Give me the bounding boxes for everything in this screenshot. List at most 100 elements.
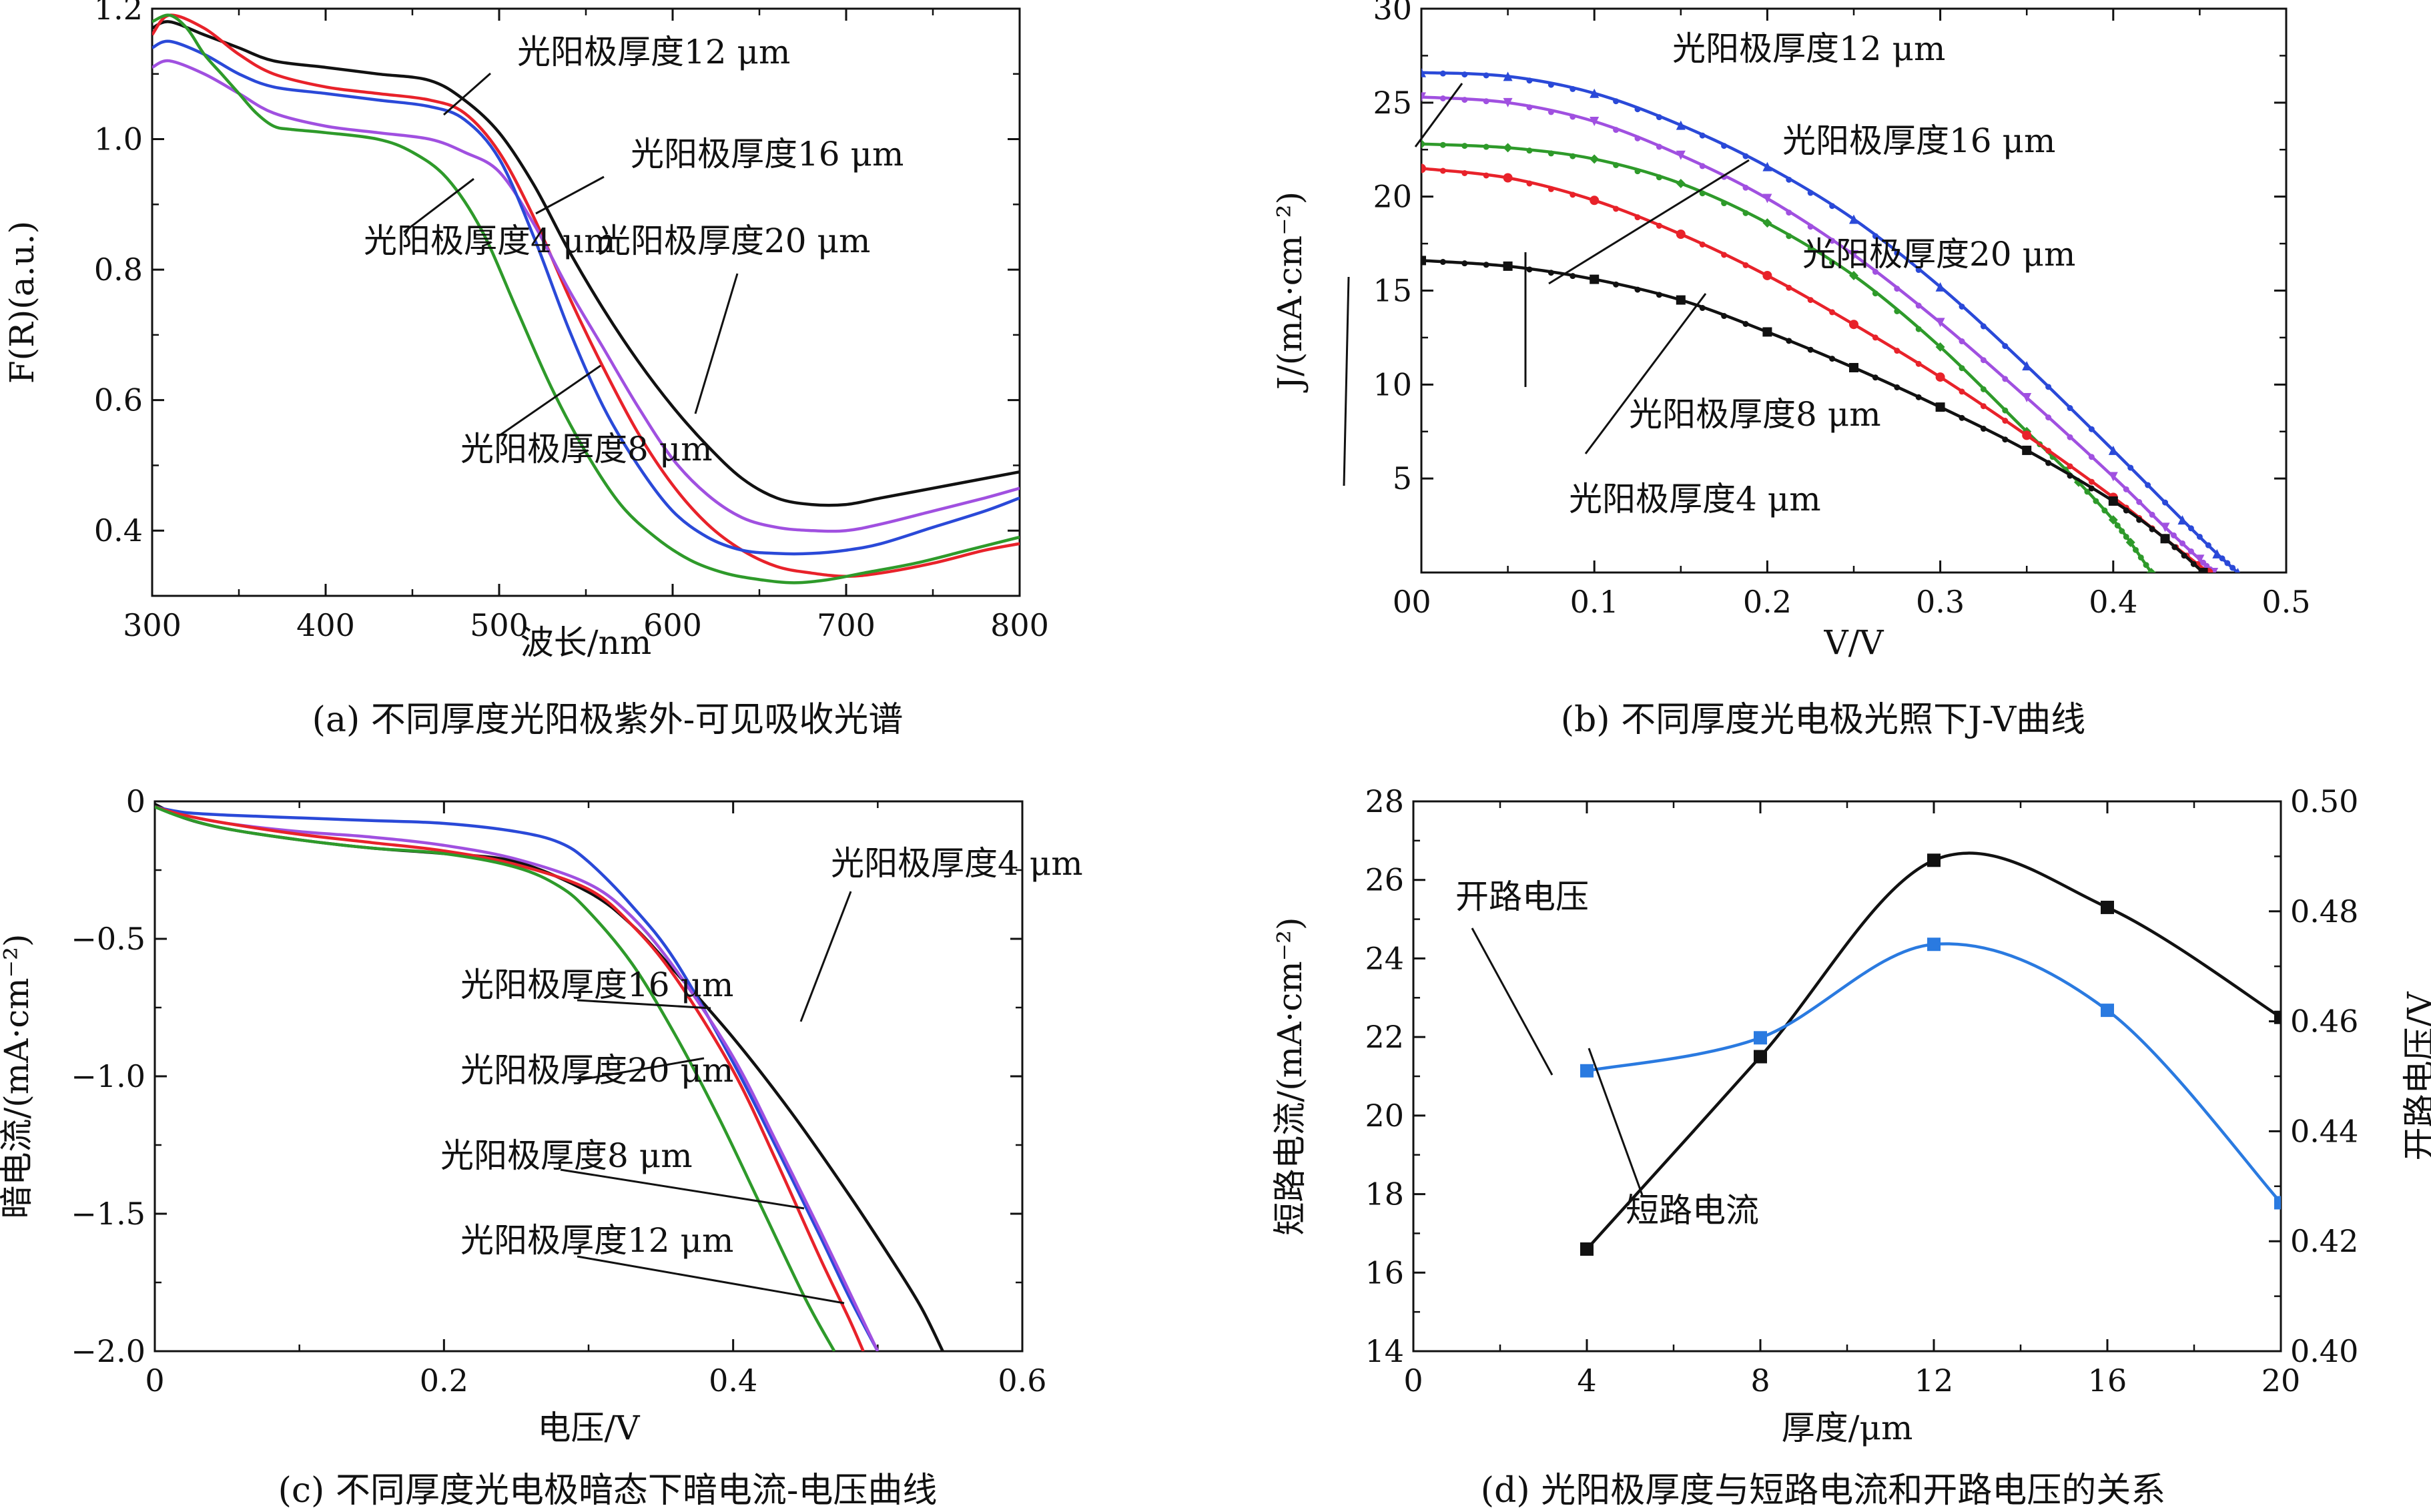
data-point-minor	[1894, 348, 1900, 354]
annotation-label: 光阳极厚度20 μm	[597, 222, 870, 260]
x-tick-label: 400	[296, 607, 355, 643]
data-point-minor	[1613, 206, 1620, 212]
series-line	[152, 59, 1020, 533]
data-point-minor	[2137, 554, 2144, 560]
data-point-minor	[2123, 486, 2129, 492]
y-tick-label: 0.4	[94, 512, 143, 548]
data-point-minor	[2101, 507, 2108, 514]
data-point-minor	[1980, 323, 1987, 330]
data-point-minor	[1829, 259, 1836, 266]
data-point	[1935, 282, 1945, 292]
origin-tick-label: 0	[1393, 584, 1412, 620]
y-axis-label: 短路电流/(mA·cm⁻²)	[1271, 917, 1309, 1235]
data-point-minor	[1959, 303, 1965, 310]
data-point	[2108, 445, 2118, 455]
annotation-leader	[1414, 83, 1463, 147]
data-point-minor	[1807, 190, 1814, 196]
data-point-minor	[2123, 507, 2129, 514]
y-tick-label: 0.6	[94, 382, 143, 418]
data-point	[2022, 445, 2032, 455]
series-12-m-group	[155, 805, 865, 1351]
series-16-m-group	[1421, 92, 2219, 573]
data-point-minor	[1439, 141, 1446, 148]
annotation-label: 光阳极厚度12 μm	[460, 1221, 733, 1260]
series-line	[152, 13, 1020, 585]
data-point-minor	[1786, 210, 1792, 216]
y2-tick-label: 0.42	[2290, 1223, 2358, 1259]
data-point-minor	[1483, 262, 1489, 268]
data-point-minor	[1980, 357, 1987, 364]
data-point-minor	[2114, 522, 2121, 529]
y-tick-label: 1.2	[94, 0, 143, 27]
data-point	[1676, 295, 1686, 305]
data-point-minor	[2045, 448, 2052, 454]
data-point	[1590, 88, 1600, 98]
data-point-minor	[1547, 81, 1554, 88]
y-tick-label: 26	[1365, 862, 1404, 898]
data-point-minor	[2132, 546, 2139, 553]
data-point-minor	[2088, 478, 2095, 485]
data-point	[1935, 402, 1945, 412]
panel-d: 0 4 8 12 16 20 14 16 18 20 22 24 26 28 0.40 0.42 0.44 0.4…	[1215, 755, 2431, 1511]
data-point-minor	[1613, 98, 1620, 105]
data-point	[1762, 218, 1772, 228]
y-tick-label: 18	[1365, 1176, 1404, 1212]
data-point-minor	[1980, 403, 1987, 410]
annotation-label: 开路电压	[1455, 877, 1589, 916]
data-point-minor	[2171, 532, 2177, 538]
data-point-minor	[2123, 533, 2129, 540]
data-point-minor	[1613, 161, 1620, 168]
annotation-leader	[799, 891, 852, 1022]
data-point-minor	[1526, 266, 1533, 273]
plot-frame	[1420, 7, 2288, 574]
y-tick-label: 20	[1373, 179, 1412, 215]
annotation-label: 短路电流	[1626, 1191, 1759, 1230]
data-point-minor	[1699, 190, 1706, 197]
data-point-minor	[2088, 454, 2095, 460]
data-point	[2274, 1196, 2281, 1210]
jv-curve-chart: 0 0.1 0.2 0.3 0.4 0.5 5 10 15 20 25 30 0 V/V J/(mA·cm⁻…	[1271, 0, 2311, 662]
series-line	[155, 805, 865, 1351]
annotation-leader	[1588, 1048, 1644, 1196]
series-line	[152, 13, 1020, 578]
y-axis-label: F(R)(a.u.)	[3, 221, 41, 384]
data-point	[2195, 554, 2205, 564]
data-point-minor	[1786, 284, 1792, 291]
data-point-minor	[1570, 113, 1576, 120]
data-point-minor	[1742, 262, 1749, 268]
series-x-group	[1580, 851, 2281, 1256]
data-point	[1421, 92, 1426, 102]
plot-frame	[151, 7, 1021, 597]
data-point-minor	[2002, 376, 2009, 382]
annotation-leader	[694, 273, 739, 414]
data-point-minor	[2084, 488, 2091, 495]
data-point-minor	[2190, 560, 2197, 567]
data-point-minor	[1829, 356, 1836, 362]
x-axis-label: V/V	[1823, 623, 1884, 662]
y-tick-label: 0.8	[94, 252, 143, 288]
y-tick-label: 22	[1365, 1019, 1404, 1055]
data-point-minor	[2229, 564, 2236, 571]
data-point-minor	[2002, 418, 2009, 424]
data-point-minor	[1634, 286, 1641, 293]
data-point	[1762, 194, 1772, 204]
data-point	[1762, 327, 1772, 337]
data-point-minor	[1721, 313, 1728, 320]
data-point-minor	[1894, 250, 1900, 256]
series-12-m-group	[1421, 67, 2240, 573]
data-point	[1849, 320, 1858, 330]
data-point	[2160, 522, 2170, 532]
data-point-minor	[2045, 384, 2052, 390]
series-line	[155, 805, 880, 1351]
y-tick-label: 25	[1373, 85, 1412, 121]
annotation-label: 光阳极厚度16 μm	[460, 966, 733, 1004]
data-point-minor	[1656, 222, 1662, 229]
x-tick-label: 700	[817, 607, 876, 643]
data-point	[1503, 173, 1513, 183]
series-12-m-group	[152, 20, 1020, 507]
data-point-minor	[1461, 143, 1468, 149]
x-tick-label: 0.6	[998, 1363, 1046, 1399]
data-point-minor	[1742, 153, 1749, 159]
data-point-minor	[1570, 273, 1576, 280]
data-point-minor	[1656, 143, 1662, 150]
